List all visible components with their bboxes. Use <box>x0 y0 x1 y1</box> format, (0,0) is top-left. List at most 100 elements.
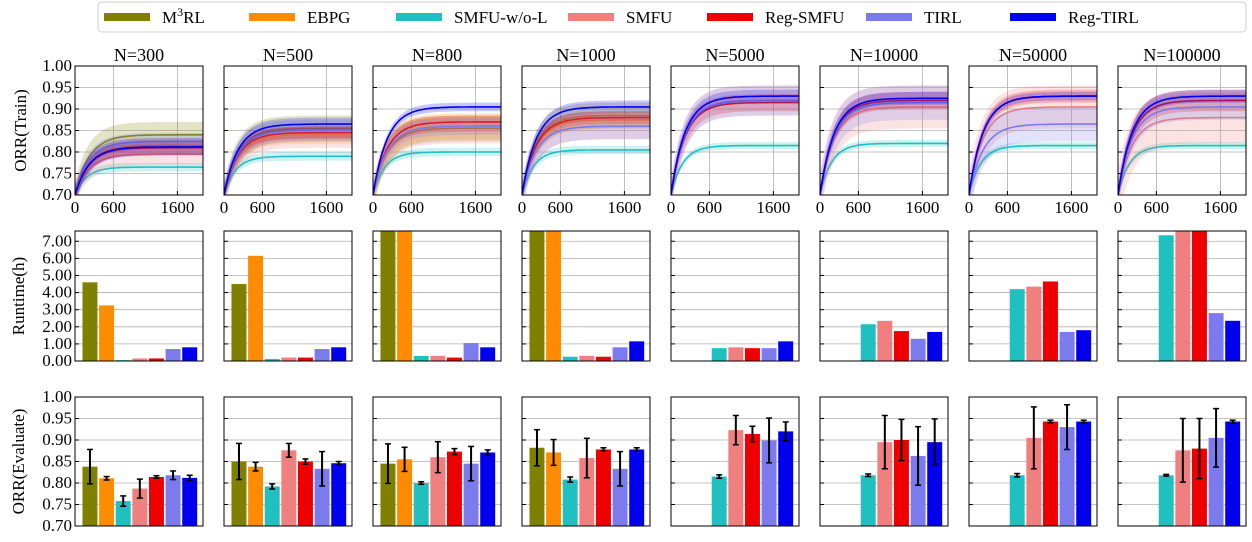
bar-smfu-w-o-l <box>562 356 578 361</box>
series-band-tirl <box>1118 94 1246 195</box>
bar-smfu <box>877 320 893 361</box>
x-tick-label: 0 <box>369 198 378 217</box>
series-band-reg-smfu <box>224 126 352 195</box>
bar-reg-smfu <box>595 356 611 361</box>
panel-frame <box>1117 230 1247 362</box>
series-line-smfu-w-o-l <box>671 144 799 195</box>
series-line-smfu <box>820 106 948 195</box>
series-band-smfu <box>75 143 203 195</box>
series-line-reg-smfu <box>522 116 650 195</box>
bar-ebpg <box>99 478 115 526</box>
x-tick-label: 1600 <box>309 198 343 217</box>
bar-tirl <box>761 440 777 526</box>
series-line-smfu <box>373 129 501 195</box>
panel-frame <box>670 230 800 362</box>
bar-smfu-w-o-l <box>860 475 876 526</box>
legend-item-tirl: TIRL <box>866 8 962 27</box>
series-band-smfu-w-o-l <box>1118 142 1246 195</box>
evaluate-panel: 0.70 0.75 0.80 0.85 0.90 0.95 1.00 <box>42 387 204 535</box>
x-tick-label: 0 <box>220 198 229 217</box>
series-band-smfu-w-o-l <box>820 140 948 195</box>
y-tick-label: 0.90 <box>42 99 72 118</box>
series-band-reg-smfu <box>75 141 203 195</box>
column-title: N=500 <box>263 45 313 65</box>
y-tick-label: 0.85 <box>42 121 72 140</box>
series-line-m3rl <box>373 127 501 195</box>
series-line-smfu <box>969 106 1097 195</box>
bar-reg-smfu <box>1042 421 1058 526</box>
series-band-tirl <box>75 132 203 195</box>
x-tick-label: 0 <box>667 198 676 217</box>
bar-reg-tirl <box>1076 330 1092 361</box>
x-tick-label: 1600 <box>905 198 939 217</box>
series-line-reg-tirl <box>820 97 948 195</box>
column-title: N=300 <box>114 45 164 65</box>
series-band-ebpg <box>522 111 650 195</box>
y-tick-label: 0.75 <box>42 495 72 514</box>
bar-m3rl <box>82 466 98 526</box>
bar-smfu <box>430 355 446 361</box>
bar-smfu-w-o-l <box>1009 289 1025 361</box>
y-tick-label: 7.00 <box>42 231 72 250</box>
bar-reg-smfu <box>297 461 313 526</box>
bar-reg-smfu <box>297 357 313 361</box>
series-line-smfu <box>75 153 203 195</box>
legend-swatch <box>249 13 295 21</box>
train-series-group <box>1118 89 1246 195</box>
x-tick-label: 1600 <box>756 198 790 217</box>
bar-reg-smfu <box>893 440 909 526</box>
bar-reg-tirl <box>331 347 347 361</box>
series-band-reg-tirl <box>820 91 948 195</box>
series-line-reg-tirl <box>373 106 501 195</box>
evaluate-panel <box>1117 396 1247 527</box>
series-line-smfu <box>224 136 352 195</box>
bar-smfu-w-o-l <box>115 501 131 526</box>
bar-reg-tirl <box>1076 421 1092 526</box>
train-series-group <box>75 121 203 195</box>
series-band-smfu-w-o-l <box>969 142 1097 195</box>
evaluate-panel <box>223 396 353 527</box>
series-line-smfu-w-o-l <box>969 144 1097 195</box>
panel-frame <box>74 230 204 362</box>
legend-swatch <box>866 13 912 21</box>
bar-tirl <box>761 348 777 361</box>
train-series-group <box>224 115 352 195</box>
bar-reg-tirl <box>1225 320 1241 361</box>
legend-swatch <box>396 13 442 21</box>
bar-reg-tirl <box>1225 421 1241 526</box>
y-tick-label: 0.75 <box>42 164 72 183</box>
runtime-panel <box>1117 230 1247 362</box>
series-line-tirl <box>224 129 352 195</box>
series-band-reg-tirl <box>1118 89 1246 195</box>
series-line-reg-smfu <box>671 101 799 195</box>
legend-swatch <box>1010 13 1056 21</box>
series-line-tirl <box>1118 106 1246 195</box>
series-band-tirl <box>224 119 352 195</box>
legend-label-superscript: 3 <box>177 5 183 19</box>
series-line-reg-tirl <box>224 123 352 195</box>
series-line-smfu-w-o-l <box>373 151 501 195</box>
legend-item-reg-smfu: Reg-SMFU <box>707 8 844 27</box>
train-panel: 0 600 1600 <box>518 65 651 217</box>
legend-label: Reg-TIRL <box>1068 8 1139 27</box>
legend-item-smfu: SMFU <box>568 8 672 27</box>
x-tick-label: 600 <box>846 198 872 217</box>
series-line-tirl <box>820 101 948 195</box>
bar-reg-smfu <box>1042 281 1058 361</box>
bar-smfu-w-o-l <box>1158 475 1174 526</box>
bar-tirl <box>165 475 181 526</box>
series-band-reg-tirl <box>522 100 650 195</box>
y-tick-label: 0.70 <box>42 516 72 535</box>
series-line-reg-tirl <box>522 106 650 195</box>
legend-label: SMFU-w/o-L <box>454 8 548 27</box>
bar-tirl <box>910 455 926 526</box>
evaluate-panel <box>819 396 949 527</box>
bar-m3rl <box>529 447 545 526</box>
bar-m3rl <box>231 461 247 526</box>
y-tick-label: 1.00 <box>42 56 72 75</box>
bar-reg-tirl <box>480 347 496 361</box>
series-line-m3rl <box>522 114 650 195</box>
bar-smfu <box>430 457 446 526</box>
train-panel: 0 600 1600 <box>965 65 1098 217</box>
